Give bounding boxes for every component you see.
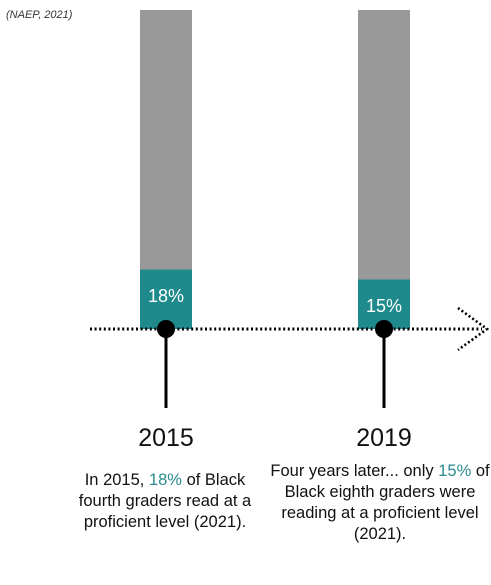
bar-2015 <box>140 269 192 329</box>
caption-2019-text-end: of Black eighth graders were reading at … <box>281 462 490 543</box>
caption-2019-text-start: Four years later... only <box>270 462 439 480</box>
bar-value-label-2019: 15% <box>365 295 403 316</box>
caption-2015: In 2015, 18% of Black fourth graders rea… <box>76 470 254 533</box>
caption-2019-highlight: 15% <box>438 462 472 480</box>
caption-2015-text-start: In 2015, <box>84 471 149 489</box>
caption-2015-highlight: 18% <box>148 471 182 489</box>
timeline-marker-2019 <box>375 320 393 338</box>
timeline-arrow-head <box>457 306 490 352</box>
year-label-2015: 2015 <box>138 424 194 452</box>
timeline-marker-2015 <box>157 320 175 338</box>
caption-2015-text-end: of Black fourth graders read at a profic… <box>78 471 252 531</box>
year-label-2019: 2019 <box>356 424 412 452</box>
bar-background-2019 <box>358 10 410 329</box>
bar-value-label-2015: 18% <box>147 285 185 306</box>
source-note: (NAEP, 2021) <box>6 9 73 21</box>
caption-2019: Four years later... only 15% of Black ei… <box>270 461 490 545</box>
